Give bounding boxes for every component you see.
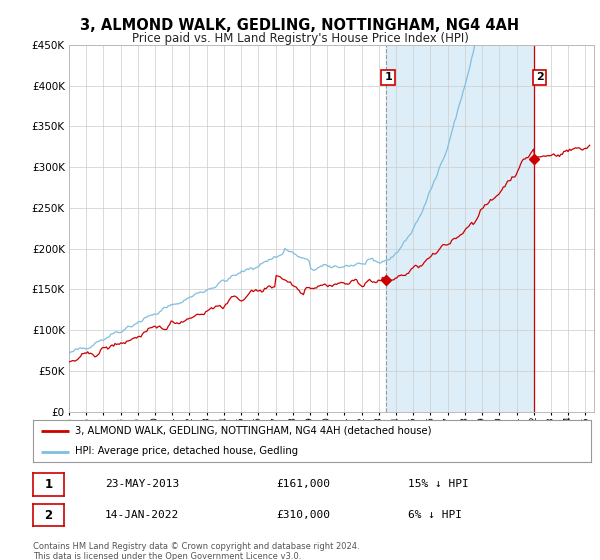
Bar	[386, 45, 535, 412]
Text: 6% ↓ HPI: 6% ↓ HPI	[408, 510, 462, 520]
Text: £310,000: £310,000	[276, 510, 330, 520]
Text: 1: 1	[44, 478, 53, 491]
Text: 2: 2	[536, 72, 544, 82]
Text: 23-MAY-2013: 23-MAY-2013	[105, 479, 179, 489]
Text: 2: 2	[44, 508, 53, 522]
Text: 15% ↓ HPI: 15% ↓ HPI	[408, 479, 469, 489]
Text: £161,000: £161,000	[276, 479, 330, 489]
Text: 14-JAN-2022: 14-JAN-2022	[105, 510, 179, 520]
Text: Contains HM Land Registry data © Crown copyright and database right 2024.
This d: Contains HM Land Registry data © Crown c…	[33, 542, 359, 560]
Text: HPI: Average price, detached house, Gedling: HPI: Average price, detached house, Gedl…	[75, 446, 298, 456]
Text: 3, ALMOND WALK, GEDLING, NOTTINGHAM, NG4 4AH: 3, ALMOND WALK, GEDLING, NOTTINGHAM, NG4…	[80, 18, 520, 33]
Text: Price paid vs. HM Land Registry's House Price Index (HPI): Price paid vs. HM Land Registry's House …	[131, 32, 469, 45]
Text: 3, ALMOND WALK, GEDLING, NOTTINGHAM, NG4 4AH (detached house): 3, ALMOND WALK, GEDLING, NOTTINGHAM, NG4…	[75, 426, 431, 436]
Text: 1: 1	[384, 72, 392, 82]
